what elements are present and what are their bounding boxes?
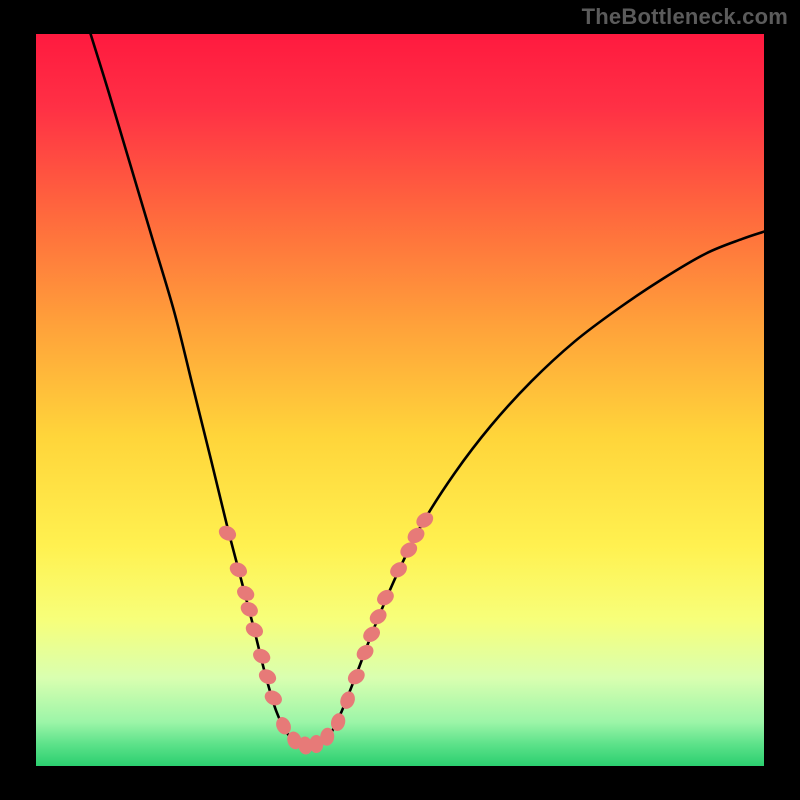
- gradient-background: [36, 34, 764, 766]
- watermark-text: TheBottleneck.com: [582, 4, 788, 30]
- chart-stage: TheBottleneck.com: [0, 0, 800, 800]
- plot-area: [36, 34, 764, 766]
- plot-svg: [36, 34, 764, 766]
